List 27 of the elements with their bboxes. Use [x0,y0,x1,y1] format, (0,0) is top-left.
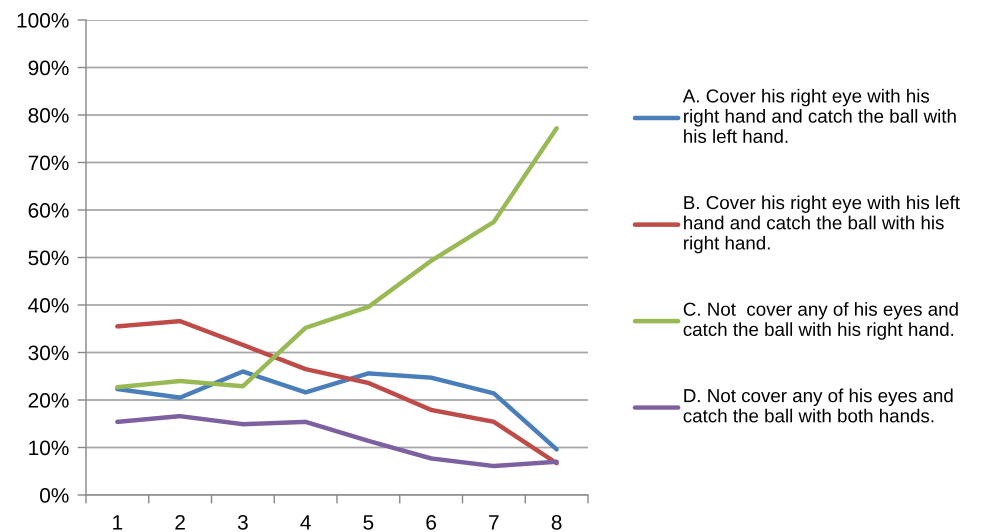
y-tick-label: 100% [18,13,69,28]
line-series [115,414,559,468]
x-tick-label: 1 [113,515,122,530]
legend-label: D. Not cover any of his eyes and catch the ball with both hands. [684,388,953,422]
line-series [115,126,559,390]
y-tick-label: 60% [28,203,69,218]
y-tick-label: 90% [28,60,69,76]
x-tick-label: 2 [175,514,185,530]
line-series [115,369,559,452]
legend-label: A. Cover his right eye with his right hand and catch the ball with his left hand. [682,88,956,143]
x-tick-label: 3 [238,514,248,530]
y-tick-label: 20% [28,393,69,408]
x-tick-label: 4 [300,515,311,530]
y-tick-label: 10% [29,440,69,456]
y-tick-label: 50% [28,250,69,266]
y-tick-label: 40% [28,298,69,313]
x-tick-label: 7 [489,515,499,530]
x-tick-label: 8 [552,514,562,530]
y-tick-label: 30% [28,346,69,360]
y-tick-label: 80% [28,108,69,123]
y-tick-label: 70% [28,156,69,170]
y-tick-label: 0% [40,488,69,503]
x-tick-label: 5 [363,515,374,530]
legend-label: B. Cover his right eye with his left hand and catch the ball with his right hand. [684,195,960,254]
x-tick-label: 6 [426,514,436,530]
legend-label: C. Not cover any of his eyes and catch the ball with his right hand. [684,302,958,340]
line-series [115,318,559,466]
